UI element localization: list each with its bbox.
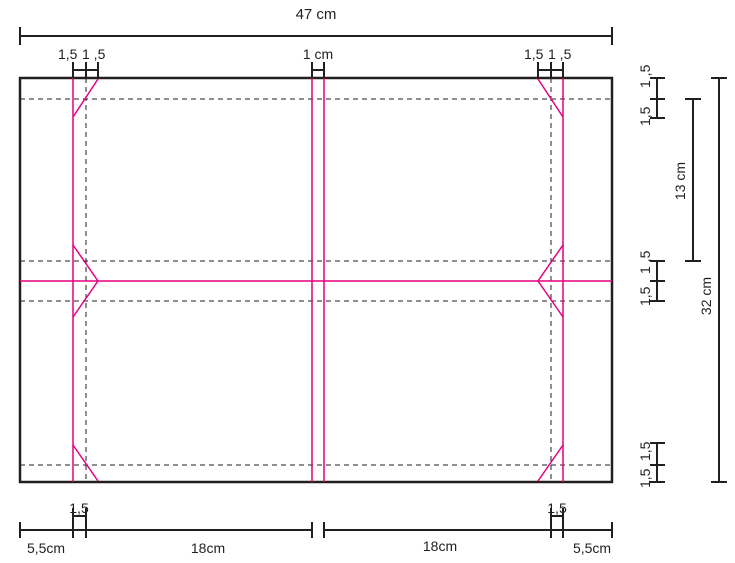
total-width-label: 47 cm: [296, 6, 337, 23]
right-top-tick-label-a: 1,5: [637, 106, 653, 126]
fold-lines: [20, 78, 612, 482]
bottom-left-tick-dimension: [72, 508, 87, 524]
cut-lines: [20, 78, 612, 482]
bottom-left-margin-label: 5,5cm: [27, 540, 65, 556]
right-bottom-tick-label-b: 1,5: [637, 441, 653, 461]
bottom-width-dimension: [19, 522, 613, 538]
section-height-dimension: [685, 98, 701, 262]
section-height-label: 13 cm: [672, 162, 688, 200]
right-bottom-tick-label-a: 1,5: [637, 468, 653, 488]
total-height-dimension: [711, 77, 727, 483]
top-left-tick-label-b: 1 ,5: [82, 46, 106, 62]
sheet-outline: [18, 76, 614, 484]
total-height-label: 32 cm: [698, 277, 714, 315]
bottom-left-tick-label: 1,5: [69, 500, 89, 516]
right-top-tick-dimension: [650, 77, 665, 119]
right-mid-tick-dimension: [650, 260, 665, 302]
bottom-right-panel-label: 18cm: [423, 538, 457, 554]
right-mid-tick-label-a: 1,5: [637, 286, 653, 306]
right-top-tick-label-b: 1 ,5: [637, 64, 653, 88]
top-right-tick-dimension: [537, 62, 564, 78]
bottom-right-tick-dimension: [550, 508, 564, 524]
top-width-dimension: [19, 27, 613, 45]
top-right-tick-label-a: 1,5: [524, 46, 544, 62]
bottom-right-tick-label: 1,5: [547, 500, 567, 516]
top-right-tick-label-b: 1 ,5: [548, 46, 572, 62]
bottom-left-panel-label: 18cm: [191, 540, 225, 556]
top-left-tick-label-a: 1,5: [58, 46, 78, 62]
bottom-right-margin-label: 5,5cm: [573, 540, 611, 556]
center-gap-label: 1 cm: [303, 46, 333, 62]
right-bottom-tick-dimension: [650, 442, 665, 483]
right-mid-tick-label-b: 1 ,5: [637, 250, 653, 274]
center-gap-dimension: [311, 62, 325, 78]
top-left-tick-dimension: [72, 62, 99, 78]
